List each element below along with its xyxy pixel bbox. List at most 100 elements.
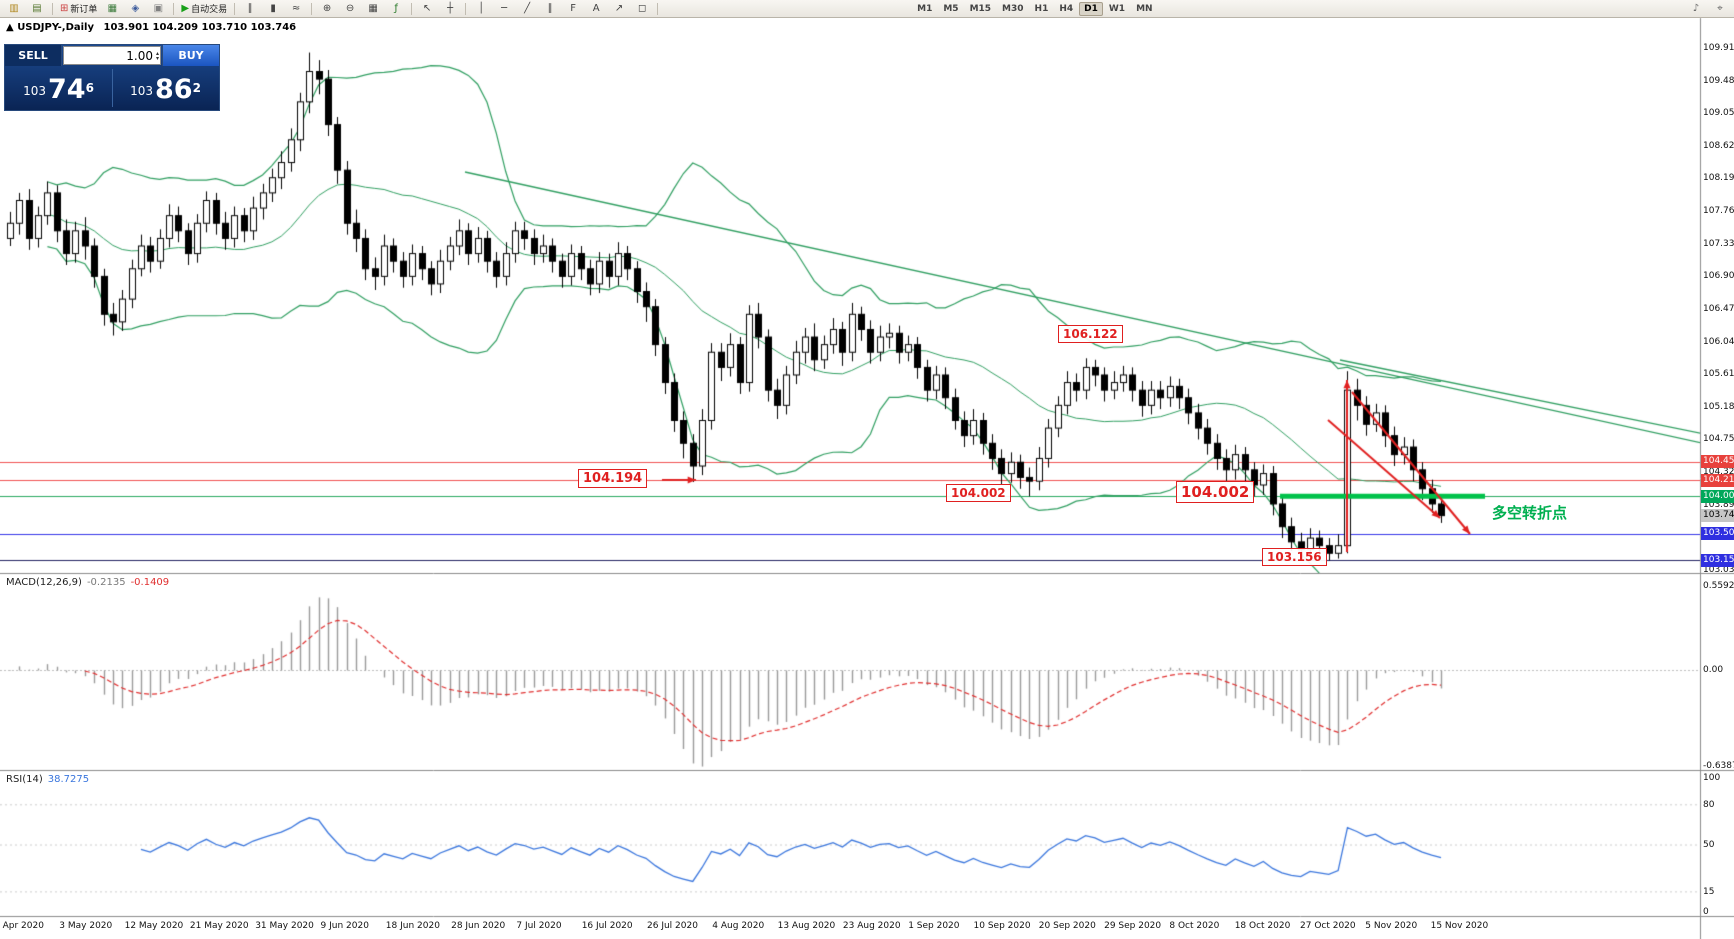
- volume-spinner[interactable]: ▴ ▾: [155, 49, 159, 62]
- new-order-button[interactable]: ⊞ 新订单: [57, 0, 100, 18]
- timeframe-h4[interactable]: H4: [1059, 3, 1074, 14]
- autotrading-button-label: 自动交易: [191, 5, 228, 15]
- zoom-in-icon[interactable]: ⊕: [316, 0, 338, 18]
- text-icon: A: [592, 3, 600, 14]
- rsi-scale-label: 15: [1703, 886, 1715, 897]
- buy-price-button[interactable]: 103 86 2: [112, 66, 219, 110]
- horizontal-line-icon[interactable]: ─: [493, 0, 515, 18]
- autotrading-button[interactable]: ▶ 自动交易: [178, 0, 230, 18]
- line-chart-icon: ≈: [291, 3, 301, 14]
- price-axis-label: 107.330: [1703, 238, 1734, 249]
- sell-price-button[interactable]: 103 74 6: [5, 66, 112, 110]
- vertical-line-icon[interactable]: │: [470, 0, 492, 18]
- toolbar-separator: [173, 2, 175, 15]
- one-click-trading-panel: SELL 1.00 ▴ ▾ BUY 103 74 6 103 86 2: [4, 44, 220, 111]
- date-axis-label: 21 May 2020: [189, 921, 249, 931]
- data-window-icon[interactable]: ▣: [147, 0, 169, 18]
- trendline-icon[interactable]: ╱: [516, 0, 538, 18]
- channel-icon: ∥: [547, 3, 553, 14]
- collapse-marker-icon[interactable]: ▲: [6, 22, 14, 33]
- shapes-icon[interactable]: ◻: [631, 0, 653, 18]
- spinner-down-icon[interactable]: ▾: [155, 54, 159, 62]
- date-axis-label: 16 Jul 2020: [581, 921, 633, 931]
- timeframe-group: M1 M5 M15 M30 H1 H4 D1 W1 MN: [912, 1, 1157, 16]
- buy-button[interactable]: BUY: [162, 45, 219, 66]
- zoom-in-icon: ⊕: [322, 3, 332, 14]
- date-axis-label: 18 Jun 2020: [385, 921, 440, 931]
- turning-point-note[interactable]: 多空转折点: [1492, 504, 1568, 522]
- cursor-icon: ↖: [422, 3, 432, 14]
- charts-window-icon[interactable]: ▥: [3, 0, 25, 18]
- macd-name: MACD(12,26,9): [6, 577, 82, 588]
- timeframe-m30[interactable]: M30: [1002, 3, 1024, 14]
- indicators-icon: ƒ: [394, 3, 398, 14]
- timeframe-d1[interactable]: D1: [1079, 1, 1103, 16]
- charts-window-icon: ▥: [9, 3, 19, 14]
- grid-icon[interactable]: ▦: [362, 0, 384, 18]
- arrows-icon[interactable]: ↗: [608, 0, 630, 18]
- search-icon[interactable]: ⌖: [1717, 3, 1723, 14]
- price-axis-label: 106.040: [1703, 336, 1734, 347]
- text-icon[interactable]: A: [585, 0, 607, 18]
- rsi-value: 38.7275: [47, 774, 90, 785]
- market-watch-icon: ◈: [131, 3, 140, 14]
- symbol-ohlc-values: 103.901 104.209 103.710 103.746: [103, 22, 297, 33]
- price-annotation-label[interactable]: 103.156: [1262, 548, 1327, 566]
- bar-chart-icon[interactable]: ∥: [239, 0, 261, 18]
- price-annotation-label[interactable]: 104.002: [946, 484, 1011, 502]
- market-watch-icon[interactable]: ◈: [124, 0, 146, 18]
- macd-indicator-label: MACD(12,26,9) -0.2135 -0.1409: [6, 577, 169, 588]
- volume-input[interactable]: 1.00 ▴ ▾: [63, 46, 161, 65]
- price-tag: 103.507: [1701, 527, 1734, 541]
- spinner-up-icon[interactable]: ▴: [155, 49, 159, 57]
- horizontal-line-icon: ─: [501, 3, 508, 14]
- toolbar-separator: [52, 2, 53, 15]
- price-axis-label: 105.610: [1703, 369, 1734, 380]
- price-annotation-label[interactable]: 104.194: [578, 469, 648, 488]
- price-axis-label: 105.180: [1703, 401, 1734, 412]
- volume-value[interactable]: 1.00: [126, 48, 153, 63]
- timeframe-mn[interactable]: MN: [1136, 3, 1153, 14]
- date-axis-label: 23 Aug 2020: [842, 921, 901, 931]
- timeframe-m5[interactable]: M5: [943, 3, 959, 14]
- timeframe-h1[interactable]: H1: [1034, 3, 1049, 14]
- indicators-icon[interactable]: ƒ: [385, 0, 407, 18]
- line-chart-icon[interactable]: ≈: [285, 0, 307, 18]
- channel-icon[interactable]: ∥: [539, 0, 561, 18]
- fibonacci-icon[interactable]: F: [562, 0, 584, 18]
- toolbar-separator: [465, 2, 467, 15]
- toolbar-separator: [234, 2, 236, 15]
- price-annotation-label[interactable]: 106.122: [1058, 325, 1123, 343]
- zoom-out-icon[interactable]: ⊖: [339, 0, 361, 18]
- alerts-icon[interactable]: ♪: [1692, 3, 1700, 14]
- chart-window-icon[interactable]: ▦: [101, 0, 123, 18]
- profiles-icon: ▤: [32, 3, 42, 14]
- timeframe-m1[interactable]: M1: [917, 3, 933, 14]
- buy-price-sup: 2: [192, 81, 201, 96]
- date-axis-label: 10 Sep 2020: [973, 921, 1031, 931]
- date-axis-label: 9 Jun 2020: [320, 921, 369, 931]
- price-axis-label: 108.620: [1703, 140, 1734, 151]
- price-axis-label: 103.030: [1703, 564, 1734, 575]
- toolbar-separator: [411, 2, 413, 15]
- new-order-button-label: 新订单: [70, 5, 98, 15]
- date-axis-label: 3 May 2020: [59, 921, 113, 931]
- profiles-icon[interactable]: ▤: [26, 0, 48, 18]
- sell-price-big: 74: [47, 74, 86, 105]
- sell-button[interactable]: SELL: [5, 45, 62, 66]
- cursor-icon[interactable]: ↖: [416, 0, 438, 18]
- autotrading-button: ▶: [181, 3, 190, 14]
- chart-window-icon: ▦: [107, 3, 118, 14]
- rsi-name: RSI(14): [6, 774, 43, 785]
- timeframe-m15[interactable]: M15: [969, 3, 992, 14]
- price-tag: 104.002: [1701, 489, 1734, 503]
- timeframe-w1[interactable]: W1: [1108, 3, 1126, 14]
- zoom-out-icon: ⊖: [345, 3, 355, 14]
- macd-signal-value: -0.1409: [130, 577, 170, 588]
- date-axis-label: 15 Nov 2020: [1430, 921, 1489, 931]
- date-axis-label: 7 Jul 2020: [516, 921, 562, 931]
- price-annotation-label[interactable]: 104.002: [1176, 481, 1255, 503]
- crosshair-icon[interactable]: ┼: [439, 0, 461, 18]
- candlestick-chart-icon[interactable]: ▮: [262, 0, 284, 18]
